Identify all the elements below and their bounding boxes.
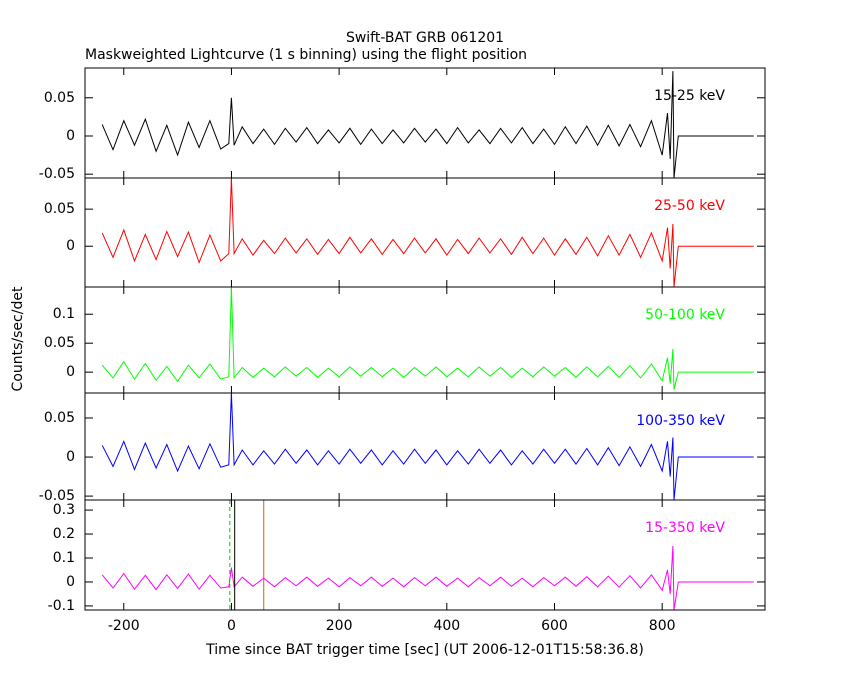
y-tick-label: 0.05 — [44, 410, 75, 426]
x-tick-label: 200 — [326, 618, 353, 634]
chart-subtitle: Maskweighted Lightcurve (1 s binning) us… — [85, 47, 527, 63]
series-line — [101, 286, 754, 390]
x-axis-label: Time since BAT trigger time [sec] (UT 20… — [205, 642, 644, 658]
panel-frame — [84, 67, 766, 179]
series-line — [101, 177, 754, 288]
y-tick-label: 0 — [66, 449, 75, 465]
y-tick-label: 0 — [66, 238, 75, 254]
panel-label: 15-25 keV — [654, 88, 725, 104]
y-tick-label: 0.1 — [53, 306, 75, 322]
y-tick-label: -0.05 — [39, 166, 75, 182]
x-tick-label: 0 — [227, 618, 236, 634]
panel-label: 25-50 keV — [654, 198, 725, 214]
series-line — [101, 71, 754, 179]
y-tick-label: 0.05 — [44, 201, 75, 217]
panel-label: 100-350 keV — [636, 413, 725, 429]
x-tick-label: 600 — [541, 618, 568, 634]
panel-label: 15-350 keV — [645, 520, 725, 536]
y-axis-label: Counts/sec/det — [10, 286, 26, 391]
y-tick-label: -0.1 — [48, 598, 75, 614]
panel-frame — [84, 499, 766, 611]
x-tick-label: 800 — [649, 618, 676, 634]
y-tick-label: -0.05 — [39, 488, 75, 504]
y-tick-label: 0 — [66, 364, 75, 380]
y-tick-label: 0.05 — [44, 90, 75, 106]
series-line — [101, 392, 754, 501]
y-tick-label: 0.05 — [44, 335, 75, 351]
y-tick-label: 0.2 — [53, 526, 75, 542]
x-tick-label: -200 — [108, 618, 140, 634]
y-tick-label: 0.1 — [53, 550, 75, 566]
panel-frame — [84, 177, 766, 288]
y-tick-label: 0 — [66, 574, 75, 590]
chart-title: Swift-BAT GRB 061201 — [346, 30, 504, 46]
y-tick-label: 0 — [66, 128, 75, 144]
series-line — [101, 545, 754, 611]
x-tick-label: 400 — [433, 618, 460, 634]
panel-frame — [84, 392, 766, 501]
panel-label: 50-100 keV — [645, 307, 725, 323]
y-tick-label: 0.3 — [53, 502, 75, 518]
